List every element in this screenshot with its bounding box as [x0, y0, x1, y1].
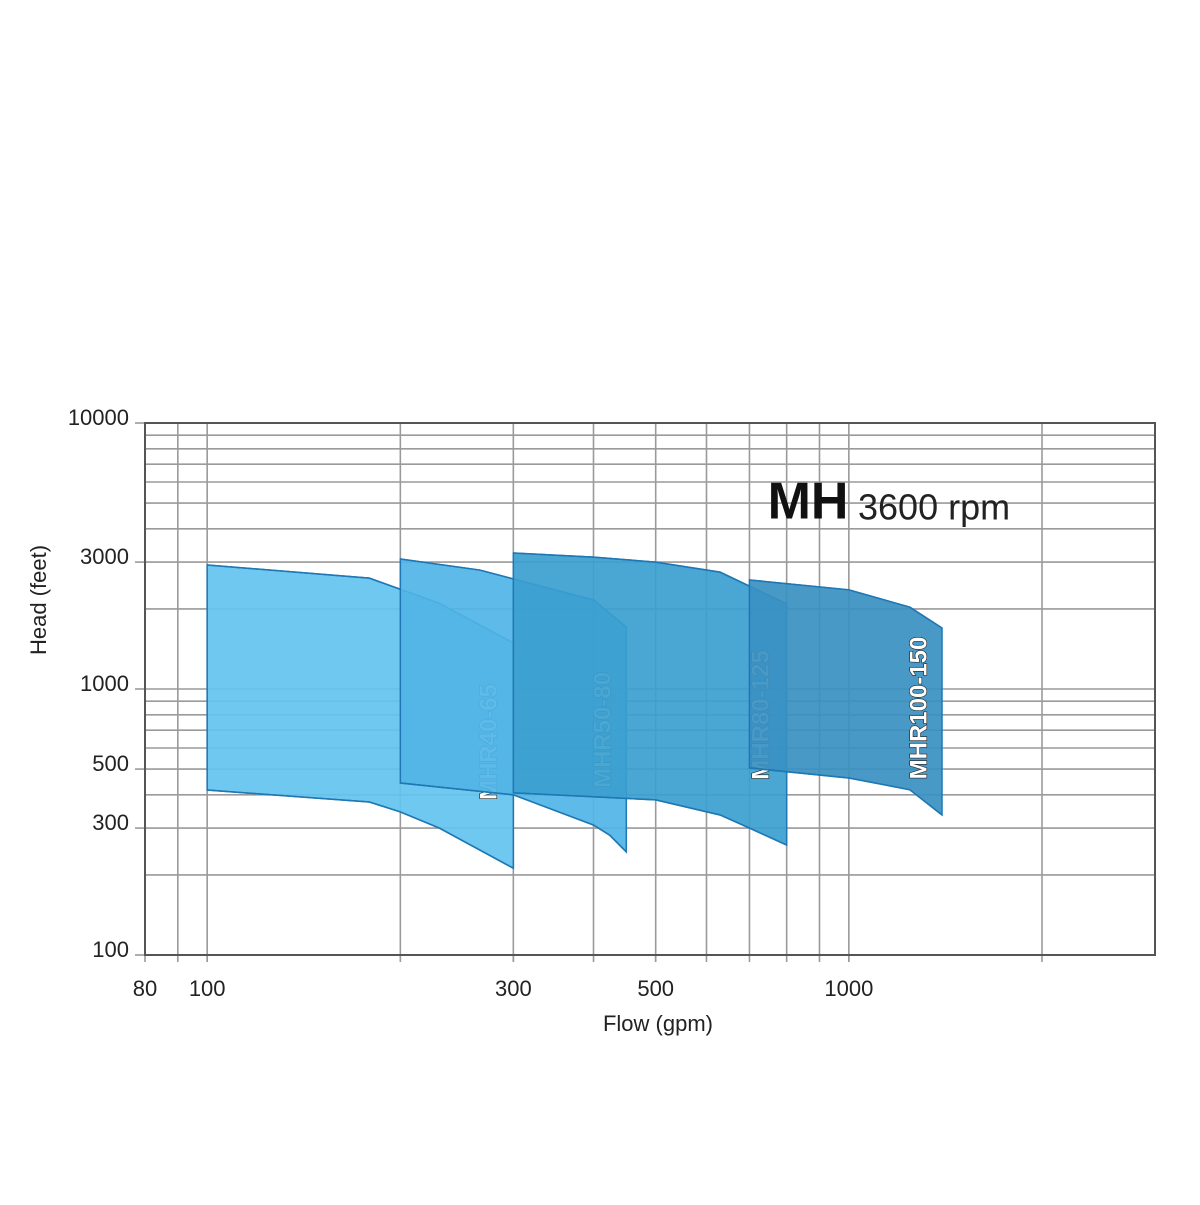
lower-curve — [749, 767, 943, 816]
series-label: MHR100-150 — [905, 637, 932, 780]
upper-curve — [749, 579, 943, 629]
x-tick-label: 100 — [189, 976, 226, 1001]
y-tick-label: 3000 — [80, 544, 129, 569]
chart-title: MH — [768, 473, 849, 531]
x-tick-label: 80 — [133, 976, 157, 1001]
x-axis-label: Flow (gpm) — [603, 1011, 713, 1036]
lower-curve — [207, 789, 514, 869]
upper-curve — [513, 552, 787, 605]
x-tick-label: 300 — [495, 976, 532, 1001]
y-tick-label: 10000 — [68, 405, 129, 430]
y-tick-label: 100 — [92, 937, 129, 962]
y-tick-label: 1000 — [80, 671, 129, 696]
x-tick-label: 1000 — [824, 976, 873, 1001]
y-tick-label: 500 — [92, 751, 129, 776]
plot-frame — [144, 422, 1156, 956]
chart-subtitle: 3600 rpm — [858, 487, 1010, 528]
x-tick-label: 500 — [637, 976, 674, 1001]
lower-curve — [400, 782, 627, 853]
lower-curve — [513, 792, 787, 846]
y-axis-label: Head (feet) — [26, 545, 51, 655]
y-tick-label: 300 — [92, 810, 129, 835]
